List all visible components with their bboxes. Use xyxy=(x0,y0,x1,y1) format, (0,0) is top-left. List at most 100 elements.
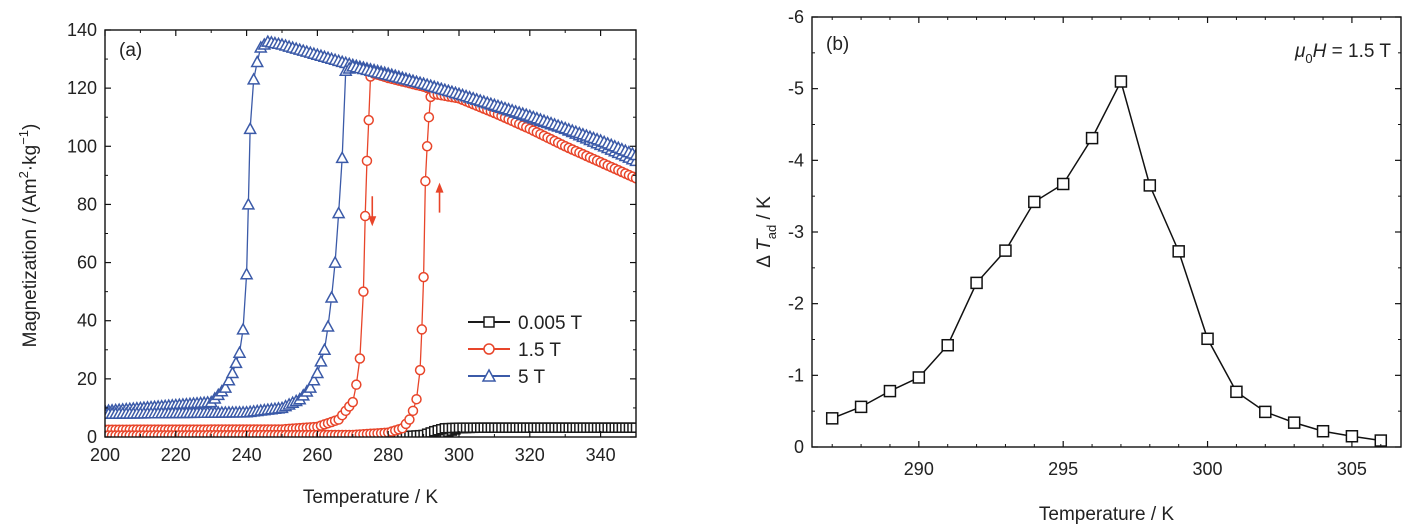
data-point xyxy=(825,412,839,425)
data-point xyxy=(225,365,240,379)
legend-marker xyxy=(483,316,495,328)
y-tick-label: 60 xyxy=(77,253,97,273)
x-tick-label: 290 xyxy=(904,459,934,479)
x-tick-label: 300 xyxy=(444,445,474,465)
y-tick-label: -1 xyxy=(788,365,804,385)
data-point xyxy=(416,324,428,335)
data-point xyxy=(328,255,342,268)
data-point xyxy=(239,267,254,280)
y-tick-label: -3 xyxy=(788,222,804,242)
arrow-down-annotation xyxy=(368,196,377,227)
data-point xyxy=(351,379,362,390)
x-axis-title: Temperature / K xyxy=(1039,504,1174,525)
legend-item: 5 T xyxy=(468,367,546,388)
arrow-up-annotation xyxy=(435,182,444,213)
y-tick-label: 20 xyxy=(77,369,97,389)
data-point xyxy=(303,380,318,393)
field-annotation: μ0H = 1.5 T xyxy=(1294,41,1391,66)
data-point xyxy=(999,244,1012,257)
data-point xyxy=(423,111,435,123)
data-point xyxy=(236,322,250,335)
y-tick-label: 80 xyxy=(77,194,97,214)
data-point xyxy=(310,365,325,379)
x-tick-label: 240 xyxy=(232,445,262,465)
y-tick-label: -2 xyxy=(788,294,804,314)
legend-label: 1.5 T xyxy=(518,340,561,361)
data-point xyxy=(420,175,431,187)
legend: 0.005 T 1.5 T 5 T xyxy=(468,313,582,388)
data-point xyxy=(1085,131,1099,145)
data-point xyxy=(314,354,328,367)
y-tick-label: 140 xyxy=(67,20,97,40)
y-tick-label: -4 xyxy=(788,150,804,170)
data-point xyxy=(1316,424,1330,438)
y-axis-title: Magnetization / (Am2·kg−1) xyxy=(16,124,41,348)
data-point xyxy=(232,345,247,358)
y-axis-title: Δ Tad / K xyxy=(754,196,779,268)
arrow-head xyxy=(368,216,377,227)
data-point xyxy=(630,173,636,184)
y-tick-label: 0 xyxy=(794,437,804,457)
data-point xyxy=(1143,179,1157,192)
data-point xyxy=(347,396,359,408)
plot-frame xyxy=(811,16,1402,448)
data-point xyxy=(418,271,429,283)
data-point xyxy=(354,353,366,364)
x-tick-label: 320 xyxy=(515,445,545,465)
legend-marker xyxy=(481,368,497,382)
data-point xyxy=(629,147,636,161)
x-tick-label: 295 xyxy=(1048,459,1078,479)
plot-area xyxy=(105,34,636,437)
y-tick-label: 0 xyxy=(87,427,97,447)
data-point xyxy=(630,422,636,433)
data-point xyxy=(1028,195,1041,209)
panel-a: 200 220 240 260 280 300 320 340 0 20 40 60 80 100 120 1… xyxy=(16,20,637,508)
data-point xyxy=(229,355,243,369)
data-point xyxy=(359,210,371,222)
data-point xyxy=(912,371,926,384)
data-point xyxy=(363,114,374,126)
data-point xyxy=(1201,332,1214,346)
data-point xyxy=(250,54,264,68)
arrow-head xyxy=(435,182,444,193)
data-point xyxy=(883,384,897,398)
data-point xyxy=(1056,177,1070,191)
legend-marker xyxy=(483,343,495,355)
x-tick-label: 200 xyxy=(90,445,120,465)
x-tick-label: 300 xyxy=(1193,459,1223,479)
y-tick-label: 100 xyxy=(67,136,97,156)
y-tick-label: -5 xyxy=(788,79,804,99)
data-point xyxy=(331,206,346,219)
data-point xyxy=(407,405,419,417)
data-point xyxy=(941,338,954,352)
data-point xyxy=(321,319,335,332)
y-tick-label: -6 xyxy=(788,7,804,27)
y-tick-label: 120 xyxy=(67,78,97,98)
y-tick-label: 40 xyxy=(77,311,97,331)
x-tick-label: 260 xyxy=(302,445,332,465)
x-tick-label: 280 xyxy=(373,445,403,465)
data-point xyxy=(404,414,415,425)
data-point xyxy=(241,197,256,210)
panel-b: 290 295 300 305 0 -1 -2 -3 -4 -5 -6 Temperature / K… xyxy=(754,7,1402,525)
data-point xyxy=(854,400,868,414)
data-point xyxy=(421,141,433,152)
series-5-T xyxy=(105,34,636,419)
legend-label: 5 T xyxy=(518,367,546,388)
data-point xyxy=(414,364,426,376)
x-tick-label: 340 xyxy=(586,445,616,465)
legend-item: 0.005 T xyxy=(468,313,582,334)
data-point xyxy=(246,72,261,85)
data-point xyxy=(222,373,236,386)
data-point xyxy=(307,373,321,386)
data-point xyxy=(1114,75,1128,88)
x-tick-label: 305 xyxy=(1337,459,1367,479)
data-point xyxy=(970,276,983,290)
data-point xyxy=(411,393,422,405)
x-axis-title: Temperature / K xyxy=(303,487,438,508)
data-point xyxy=(1230,385,1243,399)
series-line xyxy=(831,79,1381,442)
data-point xyxy=(361,155,373,167)
panel-label: (b) xyxy=(826,34,849,55)
